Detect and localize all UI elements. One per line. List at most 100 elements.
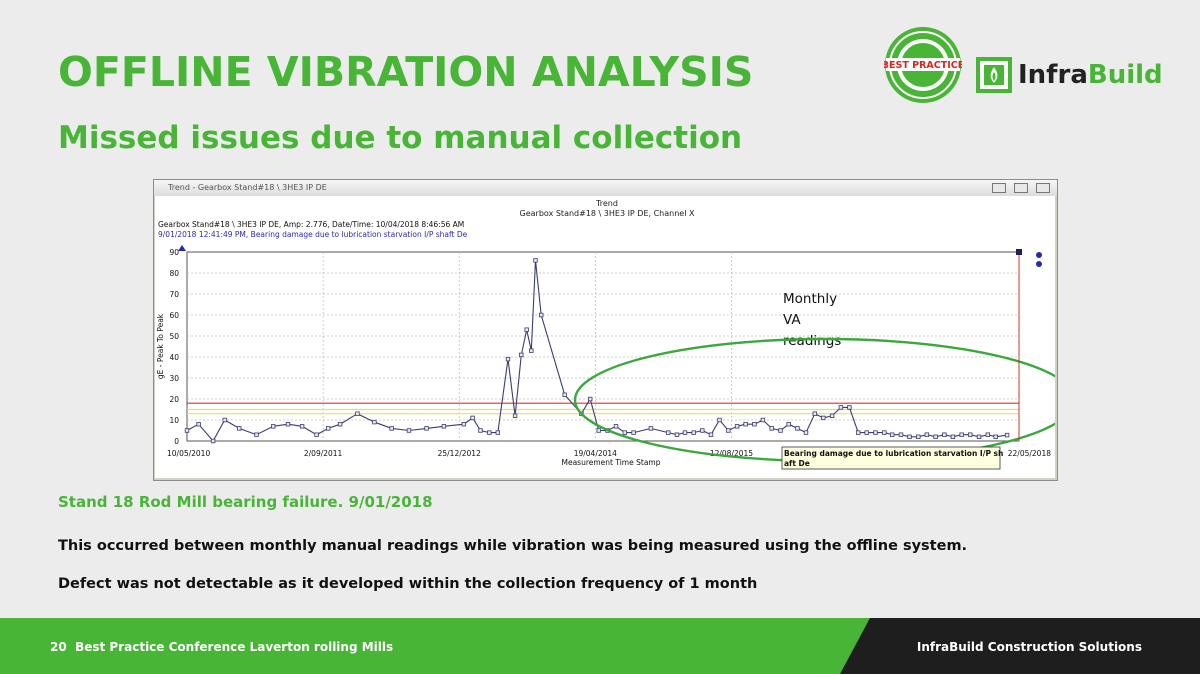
y-tick-label: 80 — [169, 269, 179, 278]
footer-right-text: InfraBuild Construction Solutions — [916, 640, 1142, 654]
data-point — [829, 413, 835, 418]
y-tick-label: 40 — [169, 353, 179, 362]
data-point — [441, 424, 447, 429]
annotation-monthly-va: VA — [783, 312, 801, 328]
alarm-lines — [187, 402, 1019, 415]
infrabuild-mark-icon — [976, 57, 1012, 93]
data-point — [821, 415, 826, 421]
best-practice-badge-icon: BEST PRACTICE — [884, 27, 962, 103]
plot-area — [186, 251, 1020, 442]
data-point — [674, 432, 680, 437]
x-tick-labels: 10/05/2010 2/09/2011 25/12/2012 19/04/2014 1… — [167, 449, 1051, 458]
data-point — [505, 356, 511, 362]
x-tick-label: 2/09/2011 — [304, 449, 343, 458]
trend-window-titlebar[interactable]: Trend - Gearbox Stand#18 \ 3HE3 IP DE — [154, 180, 1057, 196]
trend-plot-panel: Trend Gearbox Stand#18 \ 3HE3 IP DE, Cha… — [155, 196, 1055, 478]
data-point — [924, 432, 929, 437]
data-point — [682, 430, 688, 435]
y-tick-label: 90 — [169, 248, 179, 257]
logo-part1: Infra — [1018, 60, 1088, 90]
chart-grid — [186, 251, 1020, 442]
axis-arrow-icon — [178, 245, 186, 251]
trend-series — [184, 258, 1010, 444]
data-point — [691, 430, 696, 435]
data-point — [778, 428, 783, 433]
y-axis-label: gE - Peak To Peak — [156, 313, 165, 379]
data-point — [847, 405, 852, 410]
data-point — [665, 430, 671, 435]
infrabuild-logo: InfraBuild — [976, 55, 1163, 95]
data-point — [985, 432, 990, 437]
data-point — [882, 430, 887, 435]
data-point — [587, 396, 593, 402]
maximize-button[interactable] — [1014, 183, 1028, 193]
x-tick-label: 22/05/2018 — [1008, 449, 1051, 458]
data-point — [726, 428, 731, 433]
data-point — [700, 428, 705, 433]
x-axis-label: Measurement Time Stamp — [562, 458, 661, 467]
data-point — [993, 434, 998, 439]
logo-part2: Build — [1087, 60, 1163, 90]
data-point — [631, 430, 636, 435]
data-point — [470, 415, 475, 421]
data-point — [299, 424, 305, 429]
slide-subtitle: Missed issues due to manual collection — [58, 120, 743, 156]
y-tick-label: 60 — [169, 311, 179, 320]
data-point — [648, 426, 654, 431]
data-point — [959, 432, 964, 437]
data-point — [898, 432, 904, 437]
cursor-marker — [1016, 249, 1022, 255]
minimize-button[interactable] — [992, 183, 1006, 193]
footer-page-number: 20 — [50, 640, 67, 654]
data-point — [237, 426, 242, 431]
data-point — [717, 417, 722, 423]
data-point — [519, 352, 524, 358]
data-point — [461, 421, 466, 427]
data-point — [786, 421, 791, 427]
tooltip-line1: Bearing damage due to lubrication starva… — [784, 449, 1003, 458]
data-point — [285, 421, 291, 427]
data-point — [538, 312, 544, 318]
data-point — [337, 421, 343, 427]
data-point — [752, 421, 757, 427]
data-point — [495, 430, 500, 435]
data-point — [222, 417, 227, 423]
slide-title: OFFLINE VIBRATION ANALYSIS — [58, 48, 754, 96]
data-point — [968, 432, 973, 437]
data-point — [196, 421, 201, 427]
data-point — [803, 430, 809, 435]
y-tick-labels: 0 10 20 30 40 50 60 70 80 90 — [169, 248, 179, 446]
data-point — [271, 424, 276, 429]
y-tick-label: 10 — [169, 416, 179, 425]
data-point — [856, 430, 861, 435]
body-line-2: Defect was not detectable as it develope… — [58, 576, 758, 592]
data-point — [406, 428, 412, 433]
data-point — [795, 426, 800, 431]
data-point — [524, 327, 529, 332]
data-point — [812, 411, 817, 416]
x-tick-label: 10/05/2010 — [167, 449, 210, 458]
data-point — [760, 417, 766, 423]
data-point — [389, 426, 394, 431]
close-button[interactable] — [1036, 183, 1050, 193]
data-point — [355, 411, 360, 416]
data-point — [314, 432, 319, 437]
y-tick-label: 70 — [169, 290, 179, 299]
annotation-monthly-va: readings — [783, 333, 841, 349]
y-tick-label: 30 — [169, 374, 179, 383]
data-point — [424, 426, 429, 431]
tooltip-line2: aft De — [784, 459, 810, 468]
data-point — [254, 432, 259, 437]
annotations: Monthly VA readings Bearing damage due to l… — [178, 245, 1055, 470]
trend-window-title: Trend - Gearbox Stand#18 \ 3HE3 IP DE — [168, 183, 327, 192]
badge-text: BEST PRACTICE — [884, 60, 962, 71]
tooltip-box — [781, 446, 1001, 470]
data-point — [873, 430, 878, 435]
footer-left: 20 Best Practice Conference Laverton rol… — [50, 640, 393, 654]
stand-heading: Stand 18 Rod Mill bearing failure. 9/01/… — [58, 493, 433, 511]
data-point — [478, 428, 483, 433]
data-point — [907, 434, 912, 439]
x-tick-label: 25/12/2012 — [438, 449, 481, 458]
chart-subtitle: Gearbox Stand#18 \ 3HE3 IP DE, Channel X — [520, 209, 695, 218]
